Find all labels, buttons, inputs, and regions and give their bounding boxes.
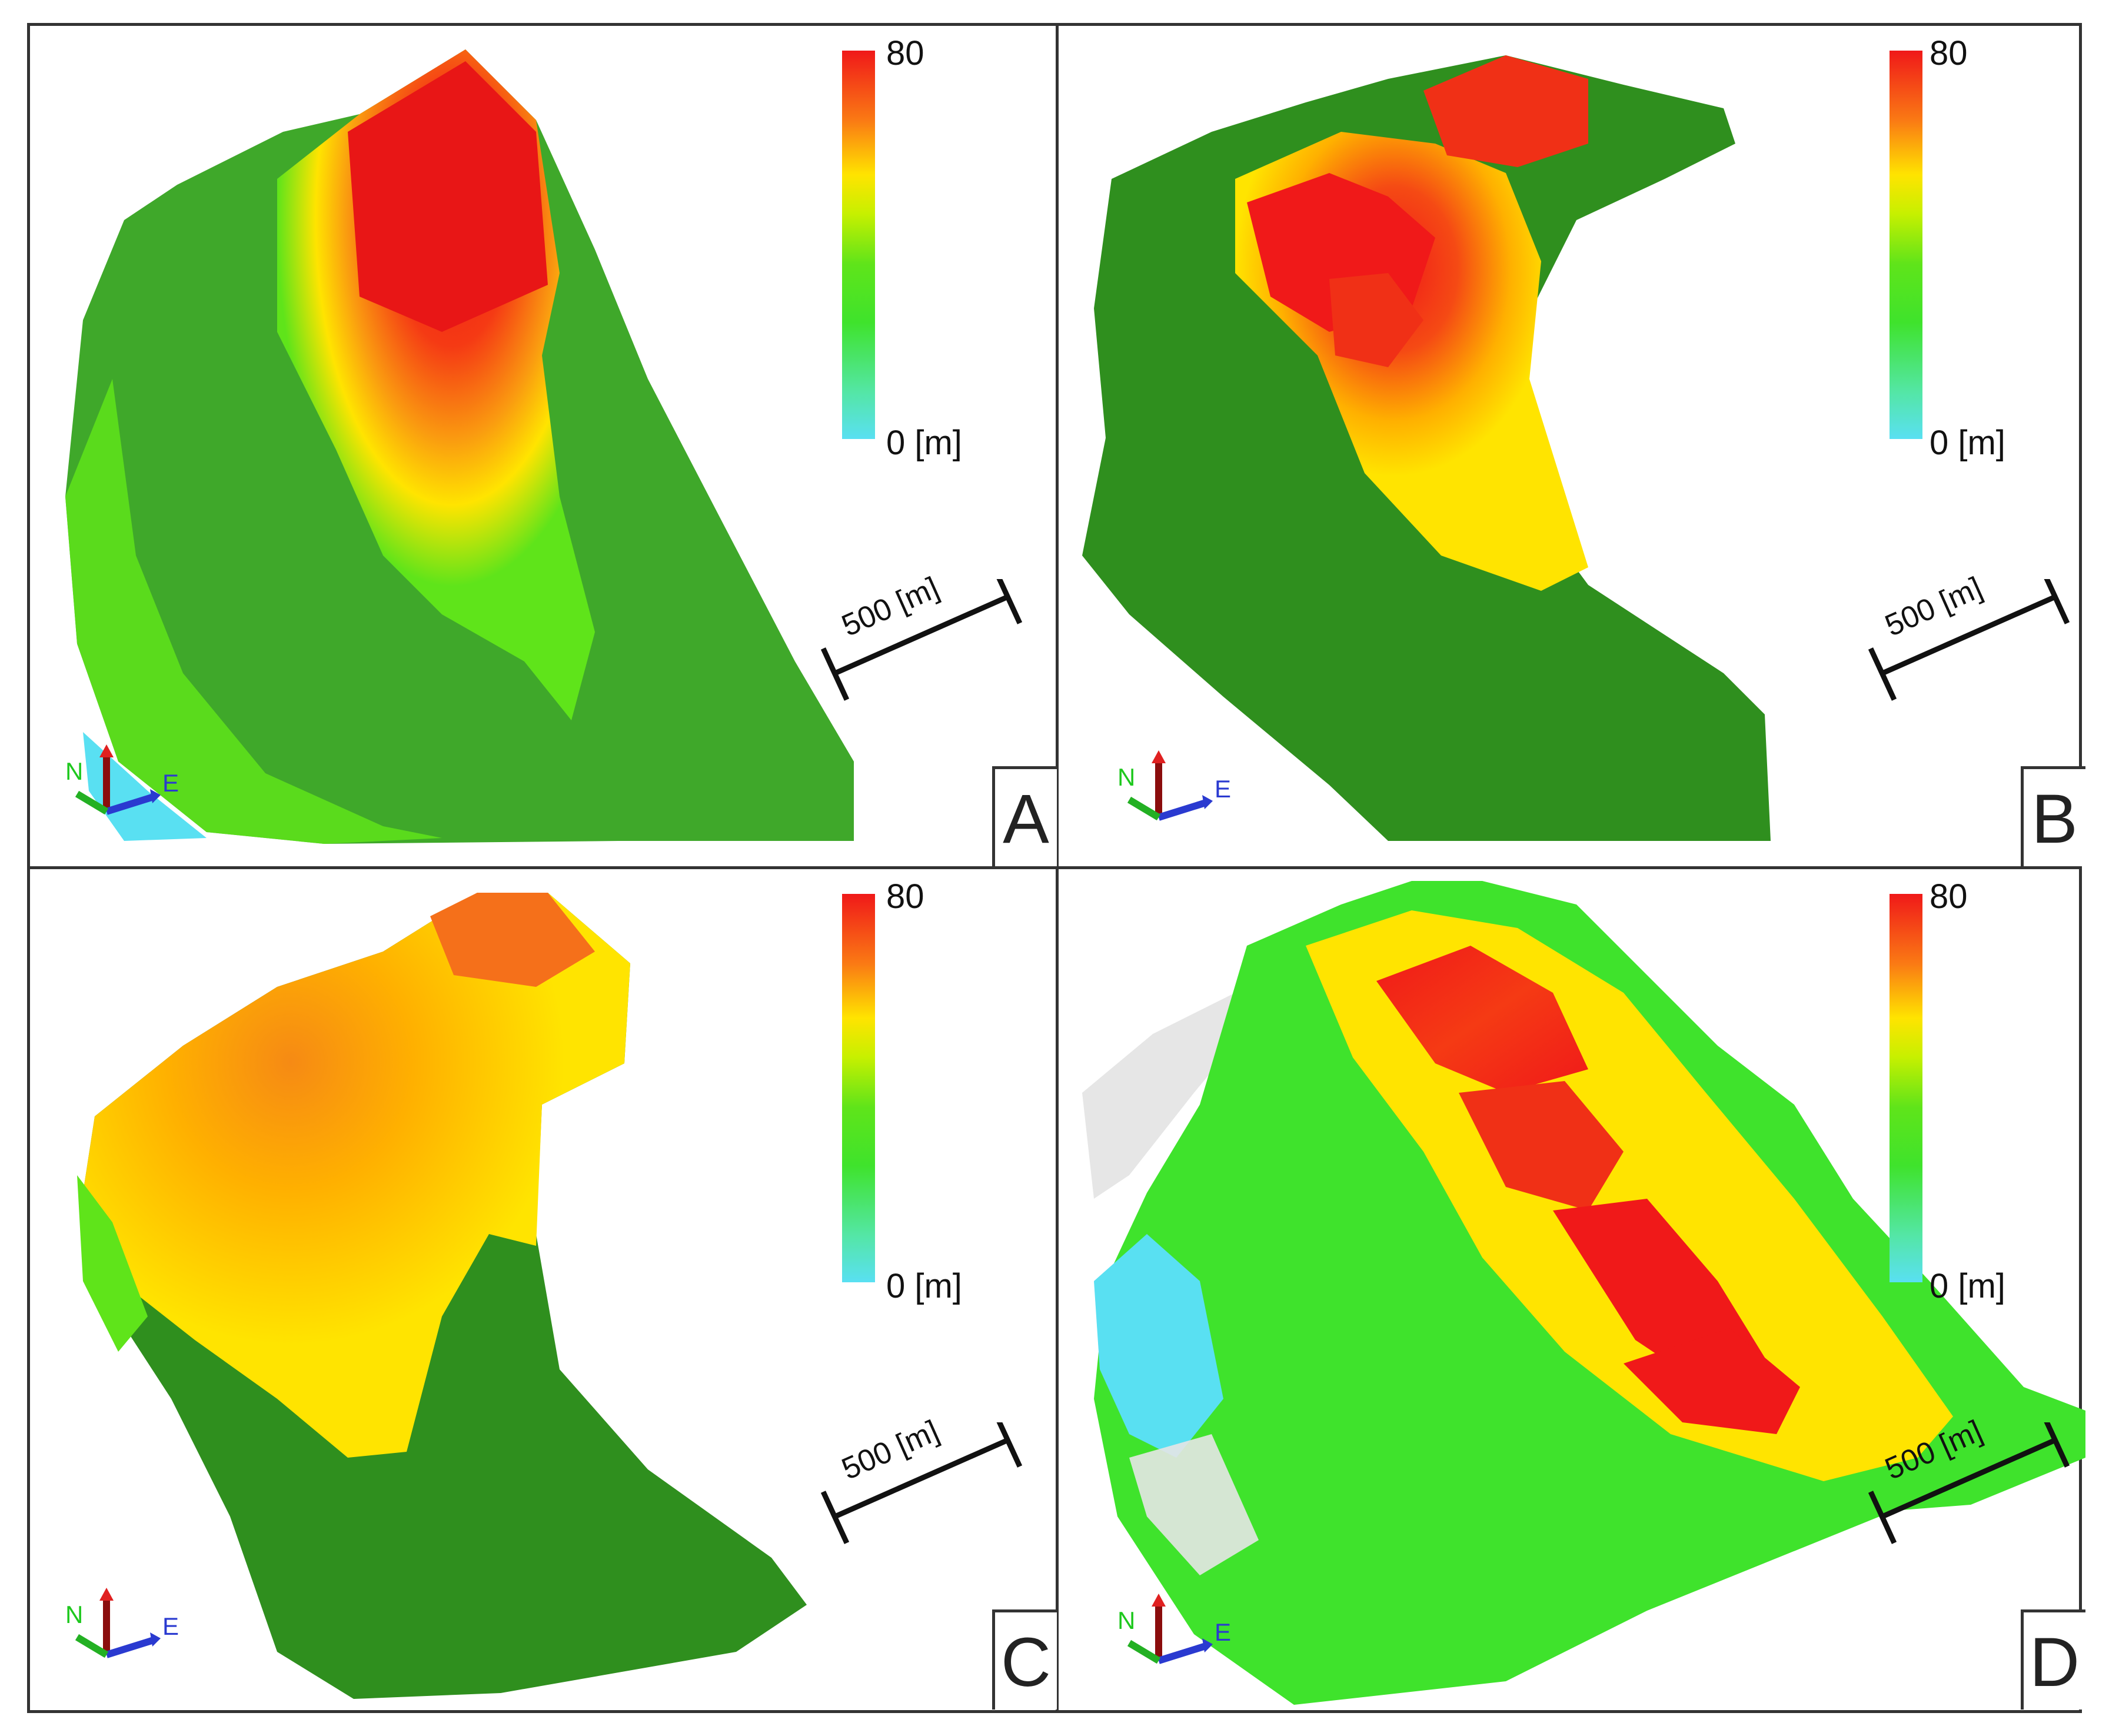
scale-bar <box>820 579 1023 701</box>
legend-colorbar <box>842 894 875 1282</box>
legend-max-label: 80 <box>886 34 924 72</box>
axes-icon <box>1127 1594 1213 1664</box>
axis-east-label: E <box>162 769 179 797</box>
terrain-low-d <box>1094 1234 1223 1458</box>
terrain-map-d <box>1082 881 2085 1705</box>
orientation-axes: N E <box>42 1584 179 1672</box>
horizontal-divider <box>27 866 2082 869</box>
panel-a: 80 0 [m] 500 [m] N E A <box>30 26 1057 866</box>
panel-b: 80 0 [m] 500 [m] N E B <box>1059 26 2085 866</box>
axis-east-label: E <box>162 1612 179 1640</box>
panel-label-b: B <box>2021 766 2085 866</box>
legend-max-label: 80 <box>1930 877 1968 916</box>
axis-north-label: N <box>65 1601 84 1628</box>
orientation-axes: N E <box>1094 1590 1232 1678</box>
terrain-slope-a <box>65 379 442 844</box>
axes-icon <box>75 1588 161 1658</box>
legend-max-label: 80 <box>886 877 924 916</box>
terrain-summit-d-north <box>1376 946 1588 1093</box>
terrain-ridge-b <box>1329 273 1423 367</box>
axis-east-label: E <box>1215 1618 1232 1646</box>
axis-east-label: E <box>1215 775 1232 803</box>
panel-d: 80 0 [m] 500 [m] N E D <box>1059 869 2085 1710</box>
legend-min-label: 0 [m] <box>886 424 962 462</box>
axis-north-label: N <box>65 757 84 785</box>
terrain-void-d-south <box>1129 1434 1259 1575</box>
panel-label-c: C <box>992 1609 1057 1710</box>
terrain-map-c <box>77 893 807 1699</box>
scale-bar <box>1868 1422 2070 1544</box>
panel-label-d: D <box>2021 1609 2085 1710</box>
terrain-map-a <box>65 49 854 844</box>
axes-icon <box>75 744 161 815</box>
orientation-axes: N E <box>42 741 179 829</box>
terrain-summit-a <box>348 61 548 332</box>
axis-north-label: N <box>1117 1607 1136 1634</box>
orientation-axes: N E <box>1094 747 1232 835</box>
legend-colorbar <box>1890 51 1922 439</box>
terrain-summit-b-north <box>1423 55 1588 167</box>
scale-bar <box>820 1422 1023 1544</box>
terrain-summit-d-south <box>1624 1328 1800 1434</box>
axis-north-label: N <box>1117 763 1136 791</box>
legend-min-label: 0 [m] <box>1930 424 2005 462</box>
terrain-map-b <box>1082 55 1771 841</box>
terrain-peak-c <box>83 893 630 1458</box>
legend-colorbar <box>1890 894 1922 1282</box>
terrain-slope-c <box>77 1175 148 1352</box>
legend-min-label: 0 [m] <box>886 1267 962 1305</box>
axes-icon <box>1127 750 1213 821</box>
legend-max-label: 80 <box>1930 34 1968 72</box>
legend-min-label: 0 [m] <box>1930 1267 2005 1305</box>
scale-bar <box>1868 579 2070 701</box>
panel-label-a: A <box>992 766 1057 866</box>
terrain-peak-d-mid <box>1459 1081 1624 1210</box>
panel-c: 80 0 [m] 500 [m] N E C <box>30 869 1057 1710</box>
terrain-low-a <box>83 732 207 841</box>
terrain-summit-c <box>430 893 595 987</box>
legend-colorbar <box>842 51 875 439</box>
